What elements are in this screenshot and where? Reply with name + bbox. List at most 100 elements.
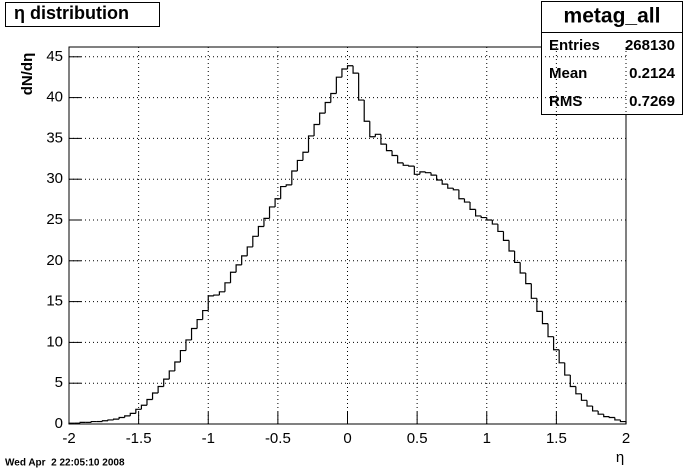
histogram-bin [447, 184, 454, 189]
histogram-bin [614, 417, 621, 421]
x-tick-label: 0 [343, 430, 351, 447]
histogram-bin [424, 171, 432, 174]
histogram-bin [90, 420, 97, 423]
stats-value: 0.2124 [629, 65, 676, 82]
histogram-bin [352, 65, 359, 74]
x-tick-label: 1.5 [546, 430, 567, 447]
histogram-bin [430, 172, 437, 176]
x-tick-label: -2 [62, 430, 75, 447]
histogram-bin [385, 144, 393, 152]
histogram-bin [413, 166, 420, 175]
histogram-bin [497, 224, 504, 233]
histogram-bin [463, 198, 471, 203]
histogram-bin [268, 206, 276, 219]
histogram-bin [140, 404, 147, 410]
histogram-bin [525, 273, 532, 285]
histogram-bin [207, 295, 214, 311]
histogram-bin [491, 219, 498, 225]
histogram-bin [241, 255, 248, 265]
timestamp: Wed Apr 2 22:05:10 2008 [5, 458, 125, 469]
histogram-bin [369, 121, 376, 138]
histogram-bin [135, 408, 142, 414]
histogram-bin [486, 217, 493, 221]
histogram-bin [124, 415, 131, 418]
histogram-bin [263, 217, 270, 227]
histogram-bin [129, 412, 136, 416]
histogram-bin [151, 392, 159, 400]
histogram-bin [229, 271, 237, 283]
histogram-bin [296, 159, 303, 172]
stats-frame [541, 1, 683, 115]
histogram-bin [218, 291, 225, 296]
histogram-bin [363, 100, 370, 122]
histogram-bin [146, 398, 153, 406]
histogram-bin [168, 370, 175, 380]
histogram-bin [224, 282, 231, 292]
histogram-bin [157, 385, 164, 393]
histogram-bin [397, 155, 404, 164]
histogram-bin [514, 251, 521, 264]
chart-title: η distribution [14, 3, 129, 23]
stats-label: Mean [549, 65, 587, 82]
histogram-bin [536, 298, 543, 312]
x-axis-label: η [616, 449, 624, 466]
x-tick-label: -0.5 [265, 430, 291, 447]
histogram-bin [608, 416, 615, 419]
histogram-bin [319, 112, 326, 125]
histogram-bin [402, 162, 409, 166]
histogram-bin [603, 414, 610, 418]
x-tick-label: -1 [202, 430, 215, 447]
histogram-bin [436, 175, 443, 181]
histogram-bin [101, 420, 108, 422]
histogram-bin [530, 283, 537, 299]
histogram-bin [324, 101, 331, 114]
histogram-bin [202, 309, 209, 320]
y-tick-label: 40 [46, 89, 63, 106]
histogram-bin [391, 150, 398, 157]
histogram-bin [480, 215, 487, 219]
stats-label: RMS [549, 93, 582, 110]
y-tick-label: 20 [46, 252, 63, 269]
stats-value: 268130 [625, 37, 675, 54]
histogram-bin [302, 151, 309, 161]
histogram-bin [575, 386, 582, 395]
histogram-bin [469, 202, 476, 210]
x-tick-label: 0.5 [407, 430, 428, 447]
x-tick-label: 2 [622, 430, 630, 447]
histogram-bin [179, 349, 186, 362]
y-tick-label: 45 [46, 48, 63, 65]
y-axis-label: dN/dη [19, 53, 36, 96]
histogram-bin [597, 410, 604, 415]
histogram-bin [419, 171, 426, 175]
y-tick-label: 35 [46, 129, 63, 146]
stats-title: metag_all [564, 5, 661, 28]
histogram-bin [408, 165, 415, 167]
histogram-bin [252, 235, 259, 247]
histogram-bin [307, 135, 315, 153]
histogram-bin [107, 419, 114, 421]
histogram-bin [330, 92, 337, 103]
histogram-bin [174, 361, 181, 371]
x-tick-label: -1.5 [126, 430, 152, 447]
histogram-bin [452, 188, 459, 191]
histogram-bin [591, 406, 599, 412]
stats-value: 0.7269 [629, 93, 675, 110]
histogram-bin [619, 419, 627, 424]
histogram-bin [163, 378, 170, 387]
histogram-bin [475, 209, 482, 217]
histogram-bin [374, 133, 381, 137]
histogram-bin [358, 73, 365, 101]
histogram-bin [547, 323, 554, 338]
histogram-bin [519, 262, 526, 274]
histogram-bin [458, 189, 465, 200]
x-tick-label: 1 [483, 430, 491, 447]
histogram-bin [558, 349, 565, 364]
histogram-bin [341, 68, 348, 78]
histogram-bin [346, 65, 354, 70]
histogram-bin [441, 180, 448, 185]
histogram-bin [380, 134, 387, 145]
y-tick-label: 15 [46, 293, 63, 310]
histogram-bin [508, 240, 515, 252]
histogram-bin [280, 185, 287, 199]
